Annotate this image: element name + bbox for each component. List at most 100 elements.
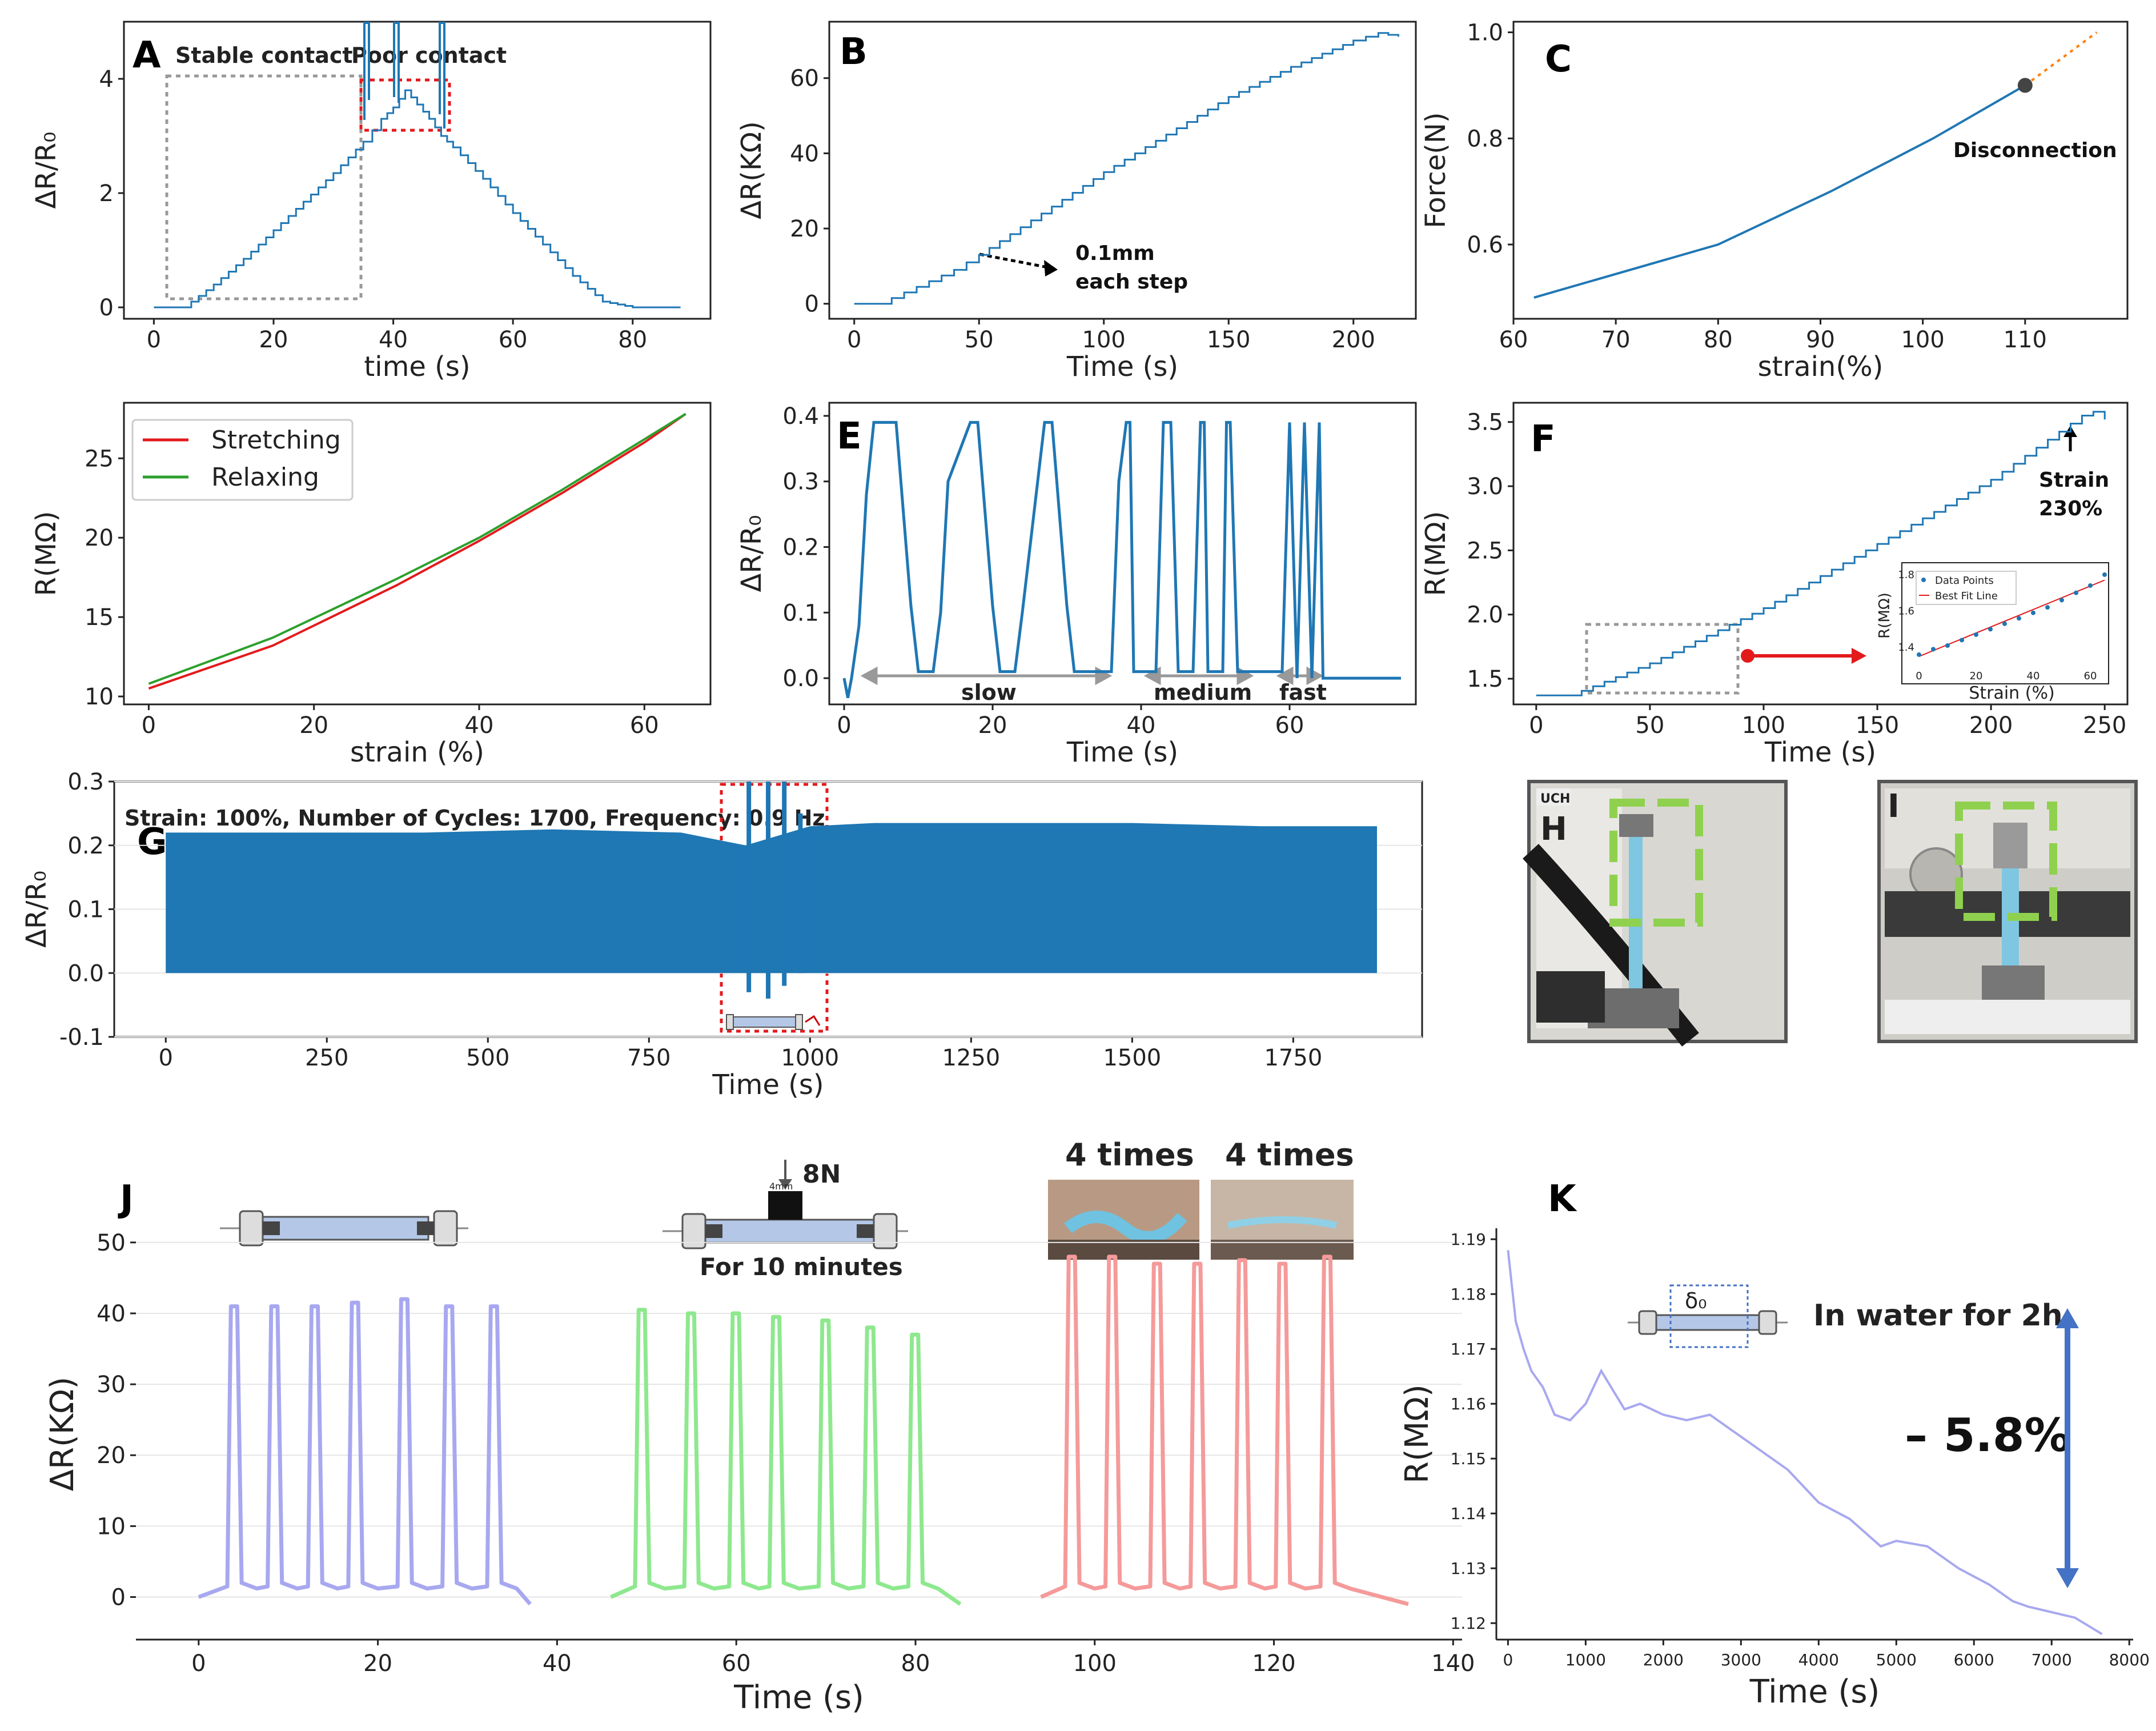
f-inset-xtick-1: 20: [1970, 670, 1983, 682]
k-xtick-label-4: 4000: [1798, 1650, 1839, 1669]
d-legend-relaxing: Relaxing: [211, 463, 319, 492]
e-ytick-label-2: 0.2: [782, 535, 819, 561]
k-xtick-label-8: 8000: [2109, 1650, 2150, 1669]
k-series-line: [1507, 1250, 2103, 1636]
panel-b-frame: [828, 21, 1417, 320]
b-ytick-label-3: 60: [790, 66, 819, 92]
a-series-line: [154, 89, 681, 308]
e-ylabel: ΔR/R₀: [736, 515, 768, 592]
g-xtick-label-1: 250: [305, 1045, 348, 1071]
j-ylabel: ΔR(KΩ): [44, 1377, 81, 1491]
k-ytick-label-3: 1.15: [1451, 1449, 1486, 1468]
j-xtick-label-4: 80: [901, 1650, 930, 1677]
e-fast-label: fast: [1279, 680, 1327, 705]
k-xtick-label-7: 7000: [2031, 1650, 2072, 1669]
f-xtick-label-5: 250: [2083, 712, 2126, 739]
b-ytick-label-2: 40: [790, 141, 819, 167]
g-xtick-label-6: 1500: [1103, 1045, 1161, 1071]
g-ytick-label-1: 0.0: [67, 960, 104, 987]
a-stable-label: Stable contact: [175, 43, 353, 68]
e-xtick-label-3: 60: [1275, 712, 1304, 739]
j-device-2: [663, 1160, 908, 1249]
e-ytick-label-1: 0.1: [782, 600, 819, 626]
g-ytick-label-0: -0.1: [59, 1024, 104, 1051]
g-xtick-label-5: 1250: [942, 1045, 1000, 1071]
a-poor-label: Poor contact: [351, 43, 507, 68]
d-ytick-label-0: 10: [85, 684, 114, 710]
j-series-twisted_folded: [1040, 1255, 1409, 1606]
e-xtick-label-1: 20: [978, 712, 1007, 739]
f-ytick-label-4: 3.5: [1467, 410, 1503, 436]
c-extrapolation-line: [2024, 31, 2098, 87]
d-xtick-label-2: 40: [465, 712, 494, 739]
f-inset-point-3: [1960, 638, 1964, 643]
d-xlabel: strain (%): [350, 736, 484, 768]
f-zoom-arrow-dot: [1741, 649, 1754, 663]
c-xlabel: strain(%): [1758, 351, 1884, 383]
c-xtick-label-1: 70: [1601, 327, 1631, 353]
panel-e-frame: [828, 402, 1417, 706]
a-xtick-label-4: 80: [618, 327, 647, 353]
d-ytick-label-1: 15: [85, 604, 114, 631]
f-inset-fit-line: [1918, 579, 2105, 658]
k-xtick-label-0: 0: [1503, 1650, 1513, 1669]
e-xtick-label-2: 40: [1127, 712, 1156, 739]
photo-i-label: I: [1888, 788, 1900, 825]
f-xtick-label-2: 100: [1742, 712, 1785, 739]
c-xtick-label-5: 110: [2004, 327, 2047, 353]
k-ytick-label-0: 1.12: [1451, 1614, 1486, 1633]
b-xtick-label-2: 100: [1082, 327, 1126, 353]
j-xtick-label-2: 40: [543, 1650, 572, 1677]
f-inset-xlabel: Strain (%): [1969, 683, 2054, 703]
g-ytick-label-4: 0.3: [67, 769, 104, 795]
j-xtick-label-0: 0: [191, 1650, 206, 1677]
b-xlabel: Time (s): [1066, 351, 1178, 383]
f-inset-ytick-1: 1.6: [1898, 606, 1914, 618]
f-inset-point-4: [1974, 632, 1978, 637]
g-xtick-label-4: 1000: [781, 1045, 839, 1071]
f-inset-xtick-0: 0: [1916, 670, 1922, 682]
panel-a-frame: [123, 21, 712, 320]
e-ytick-label-4: 0.4: [782, 403, 819, 430]
photo-h: UCH: [1523, 780, 1788, 1047]
f-inset-point-0: [1917, 652, 1921, 657]
k-ylabel: R(MΩ): [1399, 1384, 1436, 1484]
g-cycling-band: [166, 823, 1378, 973]
panel-label-b: B: [840, 31, 868, 73]
d-ytick-label-2: 20: [85, 525, 114, 551]
j-twist-label: 4 times: [1065, 1137, 1194, 1173]
j-ytick-label-0: 0: [111, 1585, 126, 1611]
g-xtick-label-7: 1750: [1264, 1045, 1322, 1071]
panel-label-f: F: [1531, 418, 1556, 460]
k-ytick-label-4: 1.16: [1451, 1395, 1486, 1413]
j-photo-fold: [1211, 1180, 1354, 1260]
f-inset-legend: [1916, 571, 2017, 605]
f-ytick-label-3: 3.0: [1467, 474, 1503, 500]
panel-label-g: G: [137, 821, 167, 863]
g-ylabel: ΔR/R₀: [21, 871, 53, 948]
k-ytick-label-7: 1.19: [1451, 1230, 1486, 1249]
k-range-arrowhead-top: [2056, 1308, 2079, 1328]
b-xtick-label-4: 200: [1332, 327, 1375, 353]
f-xlabel: Time (s): [1764, 736, 1876, 768]
j-xtick-label-5: 100: [1073, 1650, 1117, 1677]
f-strain-label-2: 230%: [2039, 497, 2102, 520]
j-force-label: 8N: [802, 1160, 841, 1189]
g-xtick-label-0: 0: [159, 1045, 173, 1071]
d-series-relaxing: [148, 412, 686, 685]
e-speed-ranges: [860, 666, 1324, 686]
k-xtick-label-6: 6000: [1954, 1650, 1994, 1669]
b-arrowhead: [1044, 260, 1058, 277]
e-series-line: [842, 420, 1401, 698]
f-inset-point-6: [2002, 621, 2007, 626]
f-inset-point-12: [2088, 583, 2093, 588]
f-inset-point-11: [2074, 590, 2078, 595]
k-change-label: – 5.8%: [1905, 1409, 2070, 1462]
j-series-pressed: [610, 1308, 962, 1606]
panel-f-frame: [1512, 402, 2129, 706]
a-xlabel: time (s): [364, 351, 470, 383]
k-xtick-label-1: 1000: [1565, 1650, 1606, 1669]
f-zoom-box: [1585, 623, 1740, 695]
f-zoom-arrowhead: [1852, 648, 1866, 664]
e-ytick-label-0: 0.0: [782, 666, 819, 692]
